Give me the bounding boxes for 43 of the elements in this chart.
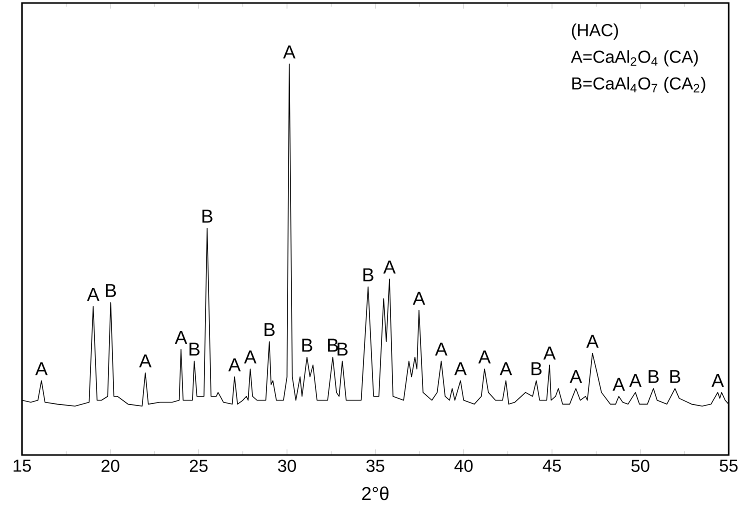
x-tick-label: 20	[102, 460, 120, 472]
x-tick-label: 40	[454, 460, 473, 472]
text: (HAC)	[572, 24, 618, 40]
annotation: B	[670, 370, 680, 383]
annotation: A	[629, 374, 642, 387]
annotation: A	[244, 350, 256, 364]
annotation: B	[328, 338, 338, 352]
annotation: B	[338, 342, 348, 356]
x-tick-label: 30	[278, 460, 296, 472]
annotation: B=CaAl$_{4}$O$_{7}$ (CA$_{2}$)	[572, 76, 706, 94]
x-tick-label: 15	[14, 460, 31, 472]
annotation: B	[202, 210, 212, 223]
annotation: B	[190, 342, 200, 356]
annotation: A	[228, 358, 241, 372]
x-tick-label: 35	[366, 460, 384, 472]
x-axis-title: 2°θ	[362, 486, 388, 500]
annotation: A	[454, 362, 467, 376]
annotation: A	[478, 350, 491, 364]
x-tick-label: 55	[720, 460, 738, 472]
annotation: B	[106, 284, 116, 297]
annotation: A	[570, 370, 582, 383]
annotation: A	[586, 334, 599, 348]
annotation: A	[500, 362, 512, 376]
x-tick-label: 45	[542, 460, 561, 472]
annotation: A	[412, 292, 426, 305]
annotation: B	[264, 323, 275, 336]
annotation: A	[383, 260, 396, 274]
annotation: A	[612, 378, 625, 391]
annotation: A	[283, 46, 296, 58]
annotation: B	[302, 338, 312, 352]
annotation: A	[87, 288, 100, 301]
annotation: A	[35, 362, 48, 376]
annotation: A=CaAl$_{2}$O$_{4}$ (CA)	[570, 50, 698, 66]
annotation: B	[363, 268, 374, 282]
annotation: B	[532, 362, 542, 376]
annotation: B	[648, 370, 659, 383]
annotation: A	[435, 342, 448, 356]
annotation: A	[139, 354, 152, 368]
annotation: A	[174, 330, 188, 344]
annotation: A	[712, 374, 724, 387]
x-tick-label: 25	[190, 460, 208, 472]
annotation: A	[543, 346, 556, 360]
x-tick-label: 50	[631, 460, 650, 472]
